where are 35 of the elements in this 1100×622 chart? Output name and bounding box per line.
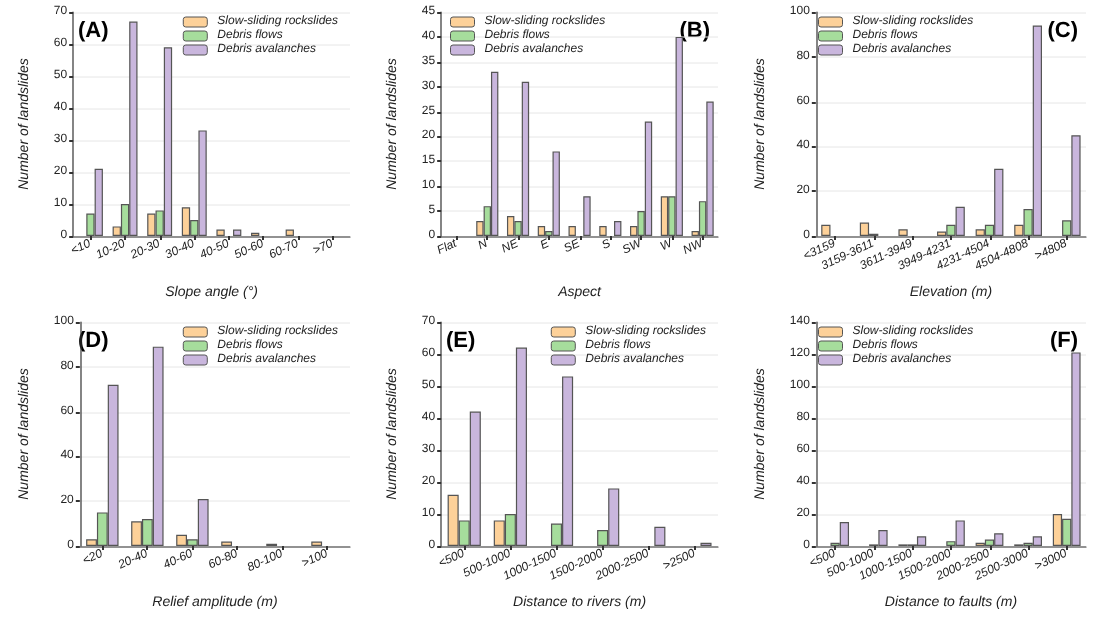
bar: [675, 36, 683, 236]
bar: [859, 222, 870, 236]
bar: [94, 168, 103, 236]
bar: [490, 71, 499, 236]
annotation: (D): [78, 329, 110, 353]
bar: [198, 130, 207, 236]
bar: [537, 226, 546, 236]
bar: [916, 536, 927, 546]
bar: [568, 226, 576, 236]
bar: [506, 216, 515, 236]
bar: [599, 226, 607, 236]
bar: [654, 526, 666, 546]
bar: [521, 81, 530, 236]
bar: [285, 229, 294, 236]
bar: [821, 224, 831, 236]
bar: [614, 221, 622, 236]
annotation: (F): [1049, 329, 1079, 353]
bar: [181, 207, 191, 236]
bar: [706, 101, 714, 236]
bar: [898, 229, 908, 236]
annotation: (C): [1047, 19, 1079, 43]
bar: [1052, 513, 1063, 546]
bar: [216, 229, 225, 236]
annotation: (E): [446, 329, 476, 353]
bar: [552, 151, 560, 236]
bar: [644, 121, 653, 236]
annotation: (A): [78, 19, 110, 43]
bar: [129, 21, 138, 236]
bar: [233, 229, 242, 236]
bar: [984, 539, 995, 546]
bar: [147, 213, 156, 236]
bar: [583, 196, 591, 236]
bar: [660, 196, 669, 236]
annotation: (B): [679, 19, 711, 43]
bar: [163, 47, 173, 236]
